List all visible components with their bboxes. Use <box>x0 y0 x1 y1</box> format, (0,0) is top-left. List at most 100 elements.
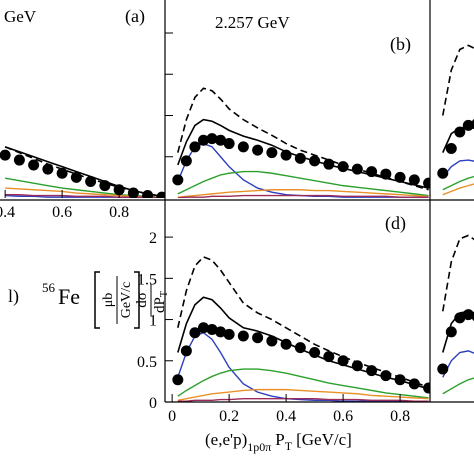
unit: [GeV/c] <box>296 430 352 449</box>
data-point <box>408 378 420 390</box>
data-point <box>215 326 227 338</box>
data-point <box>28 159 40 171</box>
data-point <box>454 312 466 324</box>
data-point <box>351 360 363 372</box>
data-point <box>323 351 335 363</box>
panel-plot <box>172 87 430 198</box>
panel-plot <box>437 234 474 395</box>
data-point <box>197 134 209 146</box>
panel-plot <box>0 146 165 198</box>
curve <box>442 175 474 191</box>
data-point <box>337 161 349 173</box>
data-point <box>471 119 474 129</box>
element: Fe <box>58 284 80 309</box>
denominator-main: dP <box>152 297 168 313</box>
data-point <box>252 332 264 344</box>
data-point <box>172 374 184 386</box>
data-point <box>70 171 82 183</box>
data-point <box>180 345 192 357</box>
x-tick-label: 0.6 <box>52 204 72 221</box>
variable-sub: T <box>285 439 293 453</box>
data-point <box>309 347 321 359</box>
unit-numerator: μb <box>101 293 116 308</box>
data-point <box>380 168 392 180</box>
data-point <box>323 158 335 170</box>
data-point <box>294 342 306 354</box>
panel-label: (b) <box>390 34 411 55</box>
data-point <box>471 311 474 321</box>
data-point <box>280 338 292 350</box>
y-tick-label: 0 <box>149 395 157 412</box>
curve <box>5 194 162 198</box>
panel-label: l) <box>8 286 19 307</box>
data-point <box>180 155 192 167</box>
data-point <box>223 328 235 340</box>
data-point <box>266 335 278 347</box>
data-point <box>189 141 201 153</box>
data-point <box>172 174 184 186</box>
data-point <box>13 154 25 166</box>
y-tick-label: 1 <box>149 313 157 330</box>
bracket <box>94 271 100 329</box>
data-point <box>445 143 457 154</box>
data-point <box>0 149 11 161</box>
data-point <box>366 365 378 377</box>
curve <box>177 87 429 191</box>
curve <box>442 183 474 196</box>
x-axis-label: (e,e'p)1p0π PT [GeV/c] <box>205 430 352 454</box>
curve <box>177 170 429 197</box>
data-point <box>380 370 392 382</box>
data-point <box>142 190 154 198</box>
data-point <box>42 163 54 175</box>
curve <box>177 255 429 388</box>
reaction-sub: 1p0π <box>247 440 271 454</box>
data-point <box>206 323 218 335</box>
data-point <box>462 309 474 321</box>
y-tick-label: 0.5 <box>137 354 157 371</box>
unit-fraction: μb GeV/c <box>101 276 134 324</box>
data-point <box>462 119 474 131</box>
x-tick-label: 0.4 <box>276 408 296 425</box>
data-point <box>266 147 278 159</box>
x-tick-label: 0.4 <box>0 204 15 221</box>
x-tick-label: 0.2 <box>219 408 239 425</box>
data-point <box>252 144 264 156</box>
data-point <box>351 163 363 175</box>
reaction: (e,e'p) <box>205 430 247 449</box>
data-point <box>423 382 430 394</box>
panel-label: (d) <box>385 213 406 234</box>
curve <box>442 159 474 178</box>
data-point <box>366 166 378 178</box>
data-point <box>85 176 97 187</box>
curve <box>441 234 474 312</box>
data-point <box>437 167 449 179</box>
bracket <box>134 271 140 329</box>
energy-label: GeV <box>4 7 37 26</box>
curve <box>442 377 474 395</box>
data-point <box>223 138 235 150</box>
data-point <box>156 191 165 198</box>
data-point <box>394 171 406 183</box>
data-point <box>99 180 111 192</box>
data-point <box>280 149 292 161</box>
data-point <box>445 326 457 338</box>
panel-plot <box>437 44 474 196</box>
variable: P <box>275 430 284 449</box>
x-tick-label: 0.8 <box>109 204 129 221</box>
data-point <box>56 167 68 179</box>
curve <box>177 388 429 402</box>
panel-label: (a) <box>125 6 145 27</box>
data-point <box>294 152 306 164</box>
x-tick-label: 0.6 <box>333 408 353 425</box>
y-tick-label: 2 <box>149 230 157 247</box>
data-point <box>337 355 349 367</box>
curve <box>177 189 429 198</box>
data-point <box>206 133 218 145</box>
curve <box>441 44 474 116</box>
data-point <box>197 322 209 334</box>
curve <box>442 350 474 378</box>
isotope: 56 <box>42 280 56 295</box>
data-point <box>237 330 249 342</box>
data-point <box>215 134 227 146</box>
